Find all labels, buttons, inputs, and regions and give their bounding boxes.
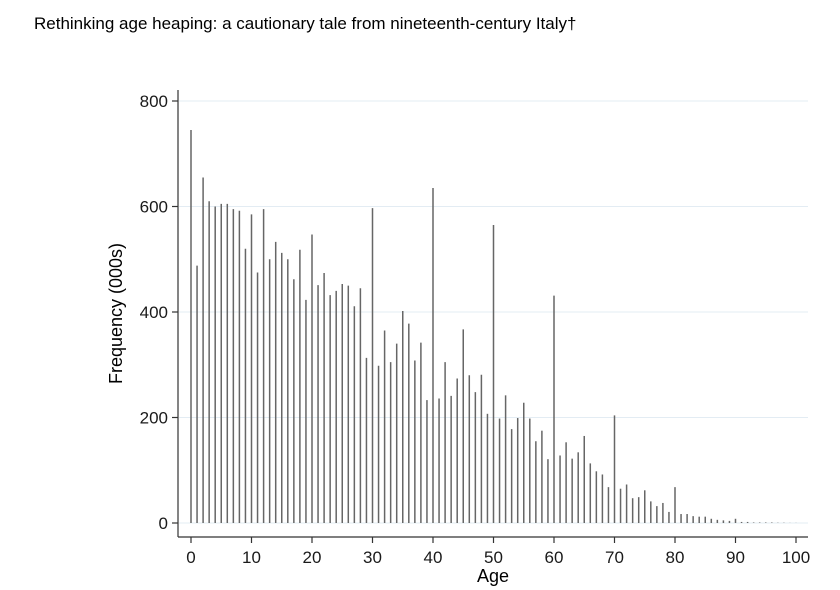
x-tick-label-10: 10 [242,548,261,567]
x-tick-label-30: 30 [363,548,382,567]
page-title: Rethinking age heaping: a cautionary tal… [34,14,577,33]
axes: 0 200 400 600 800 0 10 20 30 40 50 60 70 80 90 100 [140,90,810,567]
x-axis-title: Age [477,566,509,586]
y-tick-label-600: 600 [140,198,168,217]
y-axis-title: Frequency (000s) [106,243,126,384]
x-tick-label-20: 20 [303,548,322,567]
y-tick-label-400: 400 [140,303,168,322]
x-tick-label-40: 40 [424,548,443,567]
bars [190,130,797,523]
x-tick-label-80: 80 [666,548,685,567]
x-tick-label-60: 60 [545,548,564,567]
x-tick-label-90: 90 [726,548,745,567]
y-tick-label-0: 0 [159,514,168,533]
x-tick-label-100: 100 [782,548,810,567]
x-tick-label-50: 50 [484,548,503,567]
y-tick-label-200: 200 [140,409,168,428]
x-tick-label-0: 0 [186,548,195,567]
y-tick-label-800: 800 [140,92,168,111]
x-tick-label-70: 70 [605,548,624,567]
